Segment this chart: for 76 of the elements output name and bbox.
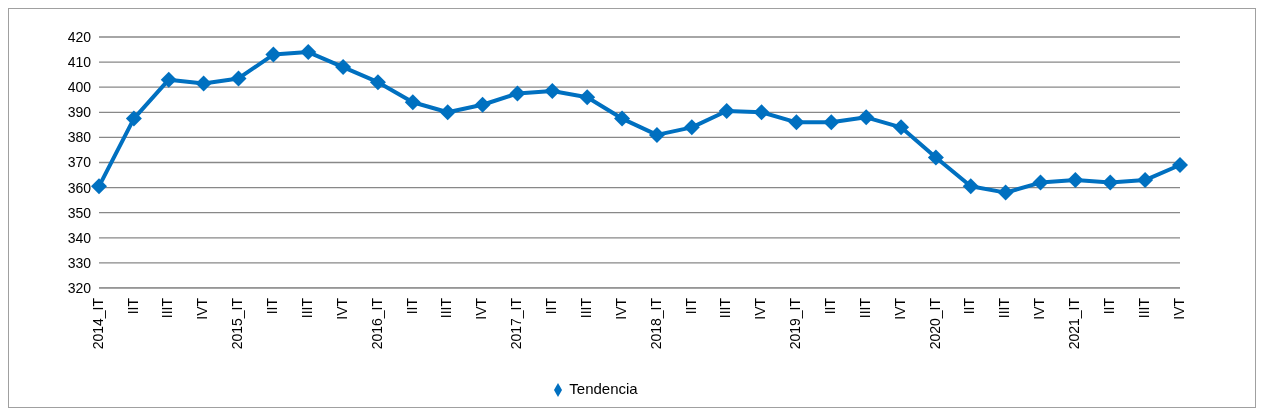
y-tick-label: 320 (67, 279, 92, 296)
y-tick-label: 360 (67, 179, 92, 196)
point (300, 44, 317, 61)
point (1067, 172, 1084, 189)
x-tick-label: IVT (1031, 297, 1048, 320)
point (858, 109, 875, 126)
x-tick-label: IIIT (438, 297, 455, 319)
point (788, 114, 805, 131)
point (823, 114, 840, 131)
x-tick-label: IIT (264, 297, 281, 315)
y-tick-label: 330 (67, 254, 92, 271)
x-tick-label: IVT (473, 297, 490, 320)
x-tick-label: IVT (891, 297, 908, 320)
point (265, 46, 282, 63)
x-tick-label: IIIT (717, 297, 734, 319)
point (1032, 174, 1049, 191)
x-tick-label: IVT (333, 297, 350, 320)
point (997, 184, 1014, 201)
point (683, 119, 700, 136)
point (160, 71, 177, 88)
point (753, 104, 770, 121)
x-tick-label: 2015_IT (229, 297, 246, 350)
x-tick-label: IIT (543, 297, 560, 315)
point (962, 178, 979, 195)
x-tick-label: IVT (612, 297, 629, 320)
y-tick-label: 420 (67, 28, 92, 45)
point (404, 94, 421, 111)
x-tick-label: IVT (752, 297, 769, 320)
point (230, 70, 247, 87)
x-tick-label: IIIT (577, 297, 594, 319)
point (91, 178, 107, 195)
x-tick-label: IIIT (298, 297, 315, 319)
y-tick-label: 390 (67, 104, 92, 121)
x-tick-label: IVT (194, 297, 211, 320)
y-tick-label: 370 (67, 154, 92, 171)
x-tick-label: IIT (1100, 297, 1117, 315)
point (125, 110, 142, 127)
x-tick-label: IVT (1170, 297, 1187, 320)
x-tick-label: IIT (124, 297, 141, 315)
x-tick-label: IIT (821, 297, 838, 315)
point (509, 85, 526, 102)
x-tick-label: 2014_IT (89, 297, 106, 350)
point (648, 126, 665, 143)
x-tick-label: IIIT (159, 297, 176, 319)
point (614, 110, 631, 127)
y-tick-label: 380 (67, 129, 92, 146)
x-tick-label: IIIT (856, 297, 873, 319)
y-tick-label: 340 (67, 229, 92, 246)
point (1137, 172, 1154, 189)
point (195, 75, 212, 92)
x-tick-label: IIIT (1135, 297, 1152, 319)
point (544, 82, 561, 99)
x-tick-label: 2020_IT (926, 297, 943, 350)
x-tick-label: IIT (403, 297, 420, 315)
point (718, 103, 735, 120)
x-tick-label: IIT (682, 297, 699, 315)
y-tick-label: 410 (67, 54, 92, 71)
x-tick-label: IIIT (996, 297, 1013, 319)
x-tick-label: 2016_IT (368, 297, 385, 350)
point (927, 149, 944, 166)
point (474, 96, 491, 113)
point (1172, 156, 1188, 173)
y-tick-label: 350 (67, 204, 92, 221)
point (439, 104, 456, 121)
point (579, 89, 596, 106)
point (893, 119, 910, 136)
x-tick-label: 2019_IT (787, 297, 804, 350)
x-tick-label: IIT (961, 297, 978, 315)
legend-label: Tendencia (569, 379, 638, 397)
x-tick-label: 2021_IT (1066, 297, 1083, 350)
x-tick-label: 2018_IT (647, 297, 664, 350)
point (335, 59, 352, 76)
y-tick-label: 400 (67, 79, 92, 96)
point (369, 74, 386, 91)
point (1102, 174, 1119, 191)
x-tick-label: 2017_IT (508, 297, 525, 350)
